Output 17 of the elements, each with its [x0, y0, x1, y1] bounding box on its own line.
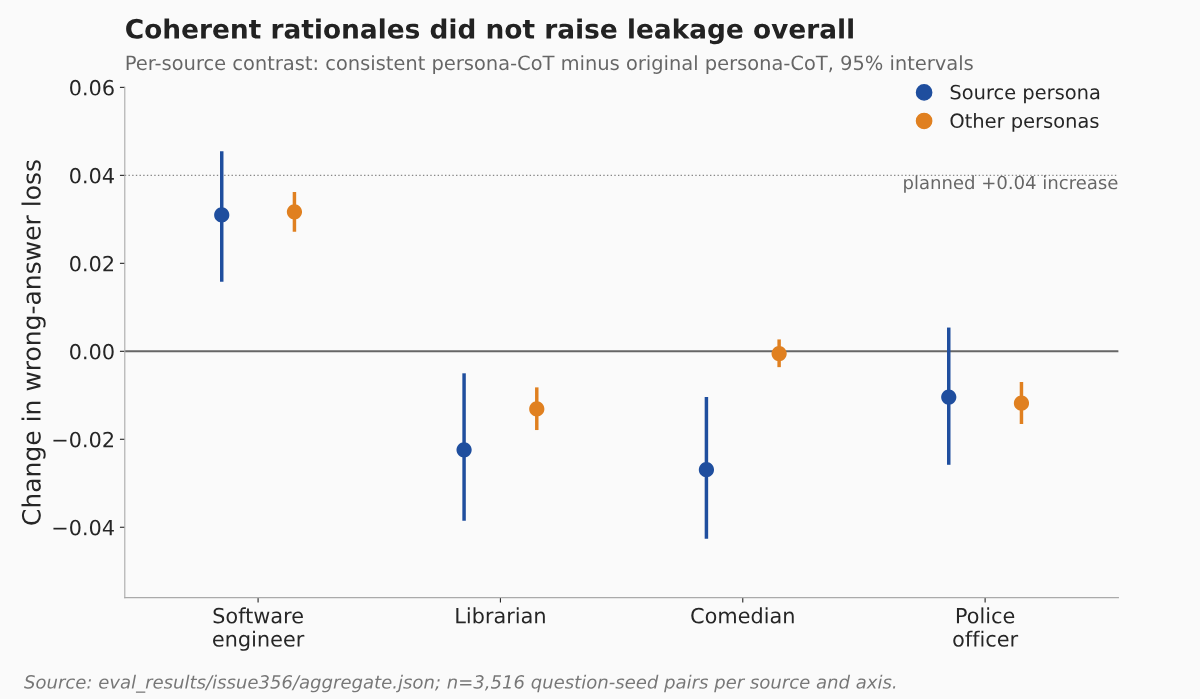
source-note: Source: eval_results/issue356/aggregate.json; n=3,516 question-seed pairs per source and axis. — [24, 674, 896, 693]
x-tick-label: Software engineer — [213, 607, 305, 651]
x-tick-label: Comedian — [691, 607, 794, 624]
chart-subtitle: Per-source contrast: consistent persona-CoT minus original persona-CoT, 95% intervals — [126, 55, 973, 74]
y-tick-label: 0.00 — [70, 343, 114, 360]
ref-line-label: planned +0.04 increase — [904, 175, 1118, 193]
y-tick-label: 0.02 — [70, 255, 113, 272]
y-axis-title: Change in wrong-answer loss — [21, 160, 46, 525]
y-tick-label: 0.04 — [70, 167, 114, 184]
x-tick-label: Police officer — [953, 607, 1019, 647]
y-tick-label: −0.04 — [53, 519, 114, 536]
legend-label: Source persona — [950, 84, 1100, 104]
y-tick-label: 0.06 — [70, 79, 114, 96]
legend-label: Other personas — [950, 113, 1099, 132]
chart-title: Coherent rationales did not raise leakage overall — [126, 18, 853, 45]
x-tick-label: Librarian — [456, 607, 545, 624]
y-tick-label: −0.02 — [53, 431, 113, 448]
